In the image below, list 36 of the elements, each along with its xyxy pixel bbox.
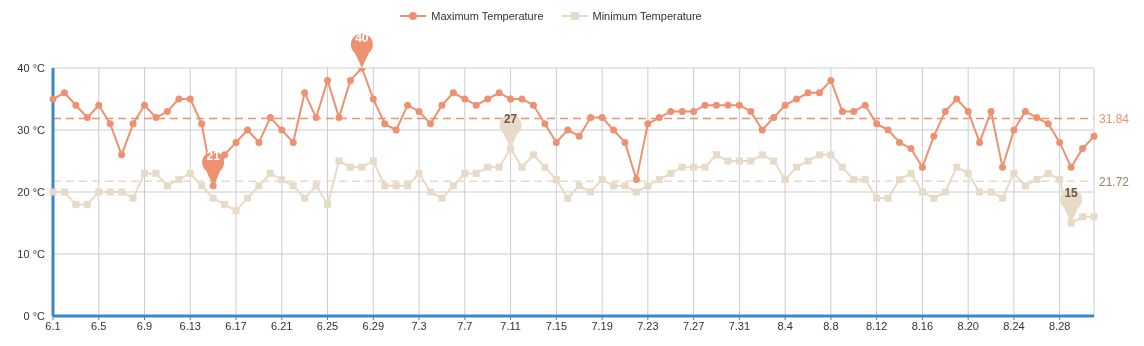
legend-label: Maximum Temperature — [430, 10, 544, 22]
x-tick-label: 8.8 — [823, 319, 839, 332]
ref-line-label: 21.72 — [1099, 174, 1130, 189]
annotation: 15 — [1064, 186, 1079, 200]
y-tick-label: 30 °C — [17, 123, 46, 136]
annotation: 27 — [503, 111, 518, 126]
x-tick-label: 6.25 — [316, 319, 339, 332]
x-tick-label: 7.27 — [682, 319, 705, 332]
annotation: 21 — [206, 148, 221, 163]
x-tick-label: 6.13 — [179, 319, 201, 332]
y-tick-label: 10 °C — [17, 247, 46, 260]
x-tick-label: 7.7 — [457, 319, 473, 332]
x-tick-label: 8.16 — [911, 319, 934, 332]
x-tick-label: 7.31 — [728, 319, 751, 332]
annotation: 40 — [355, 31, 369, 45]
legend-label: Minimum Temperature — [591, 10, 702, 22]
x-tick-label: 6.5 — [91, 319, 107, 332]
x-tick-label: 7.3 — [411, 319, 427, 332]
x-tick-label: 7.23 — [637, 319, 659, 332]
x-tick-label: 8.4 — [777, 319, 793, 332]
x-tick-label: 7.19 — [591, 319, 613, 332]
y-tick-label: 0 °C — [23, 309, 46, 322]
x-tick-label: 8.12 — [865, 319, 888, 332]
x-tick-label: 6.1 — [45, 319, 61, 332]
y-tick-label: 20 °C — [17, 185, 46, 198]
x-tick-label: 8.24 — [1003, 319, 1025, 332]
x-tick-label: 6.29 — [362, 319, 385, 332]
x-tick-label: 6.9 — [136, 319, 153, 332]
x-tick-label: 6.21 — [271, 319, 293, 332]
x-tick-label: 7.15 — [545, 319, 568, 332]
ref-line-label: 31.84 — [1099, 111, 1130, 126]
x-tick-label: 8.20 — [957, 319, 979, 332]
x-tick-label: 8.28 — [1048, 319, 1071, 332]
x-tick-label: 6.17 — [225, 319, 247, 332]
y-tick-label: 40 °C — [17, 61, 46, 74]
x-tick-label: 7.11 — [500, 319, 521, 332]
